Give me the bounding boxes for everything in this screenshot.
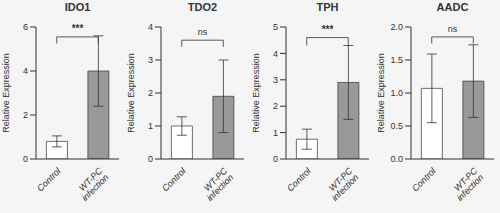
svg-text:3: 3 <box>148 55 153 65</box>
svg-text:Relative Expression: Relative Expression <box>8 53 11 133</box>
html-text:TDO2: TDO2 <box>187 1 218 13</box>
svg-text:2: 2 <box>148 88 153 98</box>
html-text:AADC: AADC <box>436 1 469 13</box>
svg-text:3: 3 <box>273 75 278 85</box>
svg-text:0: 0 <box>273 154 278 164</box>
html-text:TPH: TPH <box>316 1 339 13</box>
svg-text:2.0: 2.0 <box>390 22 403 32</box>
svg-text:2: 2 <box>273 101 278 111</box>
html-text:IDO1: IDO1 <box>64 1 91 13</box>
svg-text:4: 4 <box>273 49 278 59</box>
svg-text:0: 0 <box>148 154 153 164</box>
svg-text:WT-PCinfection: WT-PCinfection <box>198 166 235 203</box>
svg-text:ns: ns <box>448 24 458 34</box>
svg-text:Control: Control <box>285 165 313 193</box>
svg-text:***: *** <box>72 23 84 34</box>
svg-text:2: 2 <box>23 110 28 120</box>
svg-text:0: 0 <box>23 154 28 164</box>
svg-text:0.5: 0.5 <box>390 121 403 131</box>
svg-text:1.0: 1.0 <box>390 88 403 98</box>
svg-text:0.0: 0.0 <box>390 154 403 164</box>
svg-text:5: 5 <box>273 22 278 32</box>
svg-text:Control: Control <box>160 165 188 193</box>
svg-text:1: 1 <box>273 128 278 138</box>
svg-text:6: 6 <box>23 22 28 32</box>
svg-text:WT-PCinfection: WT-PCinfection <box>73 166 110 203</box>
svg-text:4: 4 <box>148 22 153 32</box>
svg-text:Control: Control <box>410 165 438 193</box>
svg-text:ns: ns <box>198 27 208 37</box>
svg-text:4: 4 <box>23 66 28 76</box>
svg-text:1: 1 <box>148 121 153 131</box>
svg-text:***: *** <box>322 24 334 35</box>
svg-text:WT-PCinfection: WT-PCinfection <box>323 166 360 203</box>
svg-text:Control: Control <box>35 165 63 193</box>
svg-text:WT-PCinfection: WT-PCinfection <box>448 166 485 203</box>
svg-text:Relative Expression: Relative Expression <box>251 53 261 133</box>
svg-text:1.5: 1.5 <box>390 55 403 65</box>
svg-text:Relative Expression: Relative Expression <box>376 53 386 133</box>
svg-text:Relative Expression: Relative Expression <box>126 53 136 133</box>
